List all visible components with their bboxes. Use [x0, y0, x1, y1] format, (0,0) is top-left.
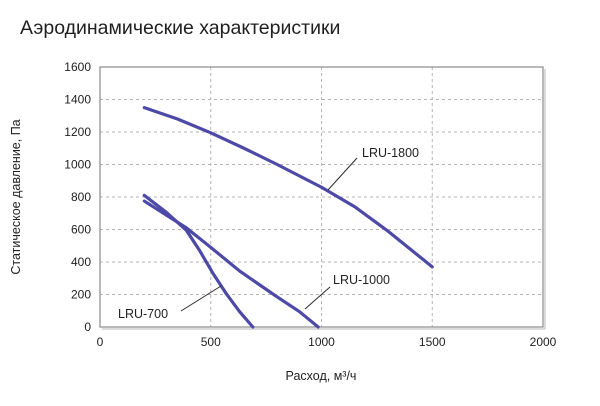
- x-tick-label: 1000: [308, 335, 335, 349]
- y-tick-label: 0: [84, 320, 91, 334]
- series-line-lru-700: [142, 193, 255, 329]
- annotation-leader-lru-1800: [327, 157, 358, 191]
- annotation-leader-lru-700: [180, 285, 222, 312]
- y-tick-label: 400: [71, 255, 91, 269]
- y-tick-label: 1400: [64, 93, 91, 107]
- x-tick-label: 2000: [530, 335, 557, 349]
- tick-labels: 0 200 400 600 800 1000 1200 1400 1600 0 500 1000 150…: [64, 60, 556, 349]
- x-tick-label: 500: [201, 335, 221, 349]
- series-line-lru-1000: [142, 199, 320, 329]
- x-tick-label: 1500: [419, 335, 446, 349]
- plot-border: [99, 66, 546, 330]
- y-tick-label: 200: [71, 288, 91, 302]
- grid-lines: [100, 67, 543, 327]
- series-lines: [142, 106, 434, 329]
- plot-frame: [99, 66, 544, 328]
- series-line-lru-1800: [142, 106, 434, 269]
- y-axis-title: Статическое давление, Па: [9, 119, 23, 274]
- series-annotations: LRU-1800 LRU-1000 LRU-700: [118, 146, 419, 321]
- x-axis-title: Расход, м³/ч: [286, 369, 357, 383]
- annotation-label-lru-700: LRU-700: [118, 307, 168, 321]
- y-tick-label: 1600: [64, 60, 91, 74]
- annotation-label-lru-1800: LRU-1800: [362, 146, 419, 160]
- chart-title: Аэродинамические характеристики: [20, 17, 340, 39]
- y-tick-label: 1200: [64, 125, 91, 139]
- y-tick-label: 800: [71, 190, 91, 204]
- annotation-leader-lru-1000: [304, 286, 331, 310]
- y-tick-label: 1000: [64, 158, 91, 172]
- y-tick-label: 600: [71, 223, 91, 237]
- x-tick-label: 0: [97, 335, 104, 349]
- annotation-label-lru-1000: LRU-1000: [333, 273, 390, 287]
